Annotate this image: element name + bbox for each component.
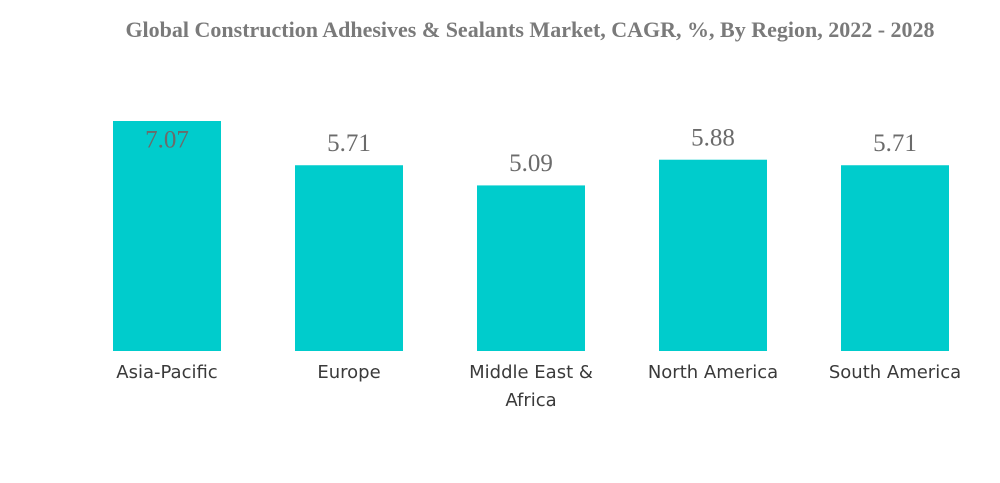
bar bbox=[659, 159, 767, 351]
bar bbox=[113, 121, 221, 351]
x-tick-label: South America bbox=[828, 362, 962, 383]
value-label: 5.09 bbox=[509, 150, 553, 177]
x-tick-label: North America bbox=[647, 362, 779, 383]
x-tick-label: Asia-Pacific bbox=[116, 362, 218, 383]
bar bbox=[477, 185, 585, 351]
value-label: 5.71 bbox=[327, 130, 371, 157]
x-tick-label: Middle East & Africa bbox=[469, 362, 593, 411]
bar bbox=[295, 165, 403, 351]
value-label: 5.71 bbox=[873, 130, 917, 157]
bar bbox=[841, 165, 949, 351]
value-label: 5.88 bbox=[691, 124, 735, 151]
value-label: 7.07 bbox=[145, 127, 189, 154]
chart-title: Global Construction Adhesives & Sealants… bbox=[125, 17, 935, 42]
x-tick-label: Europe bbox=[317, 362, 381, 383]
